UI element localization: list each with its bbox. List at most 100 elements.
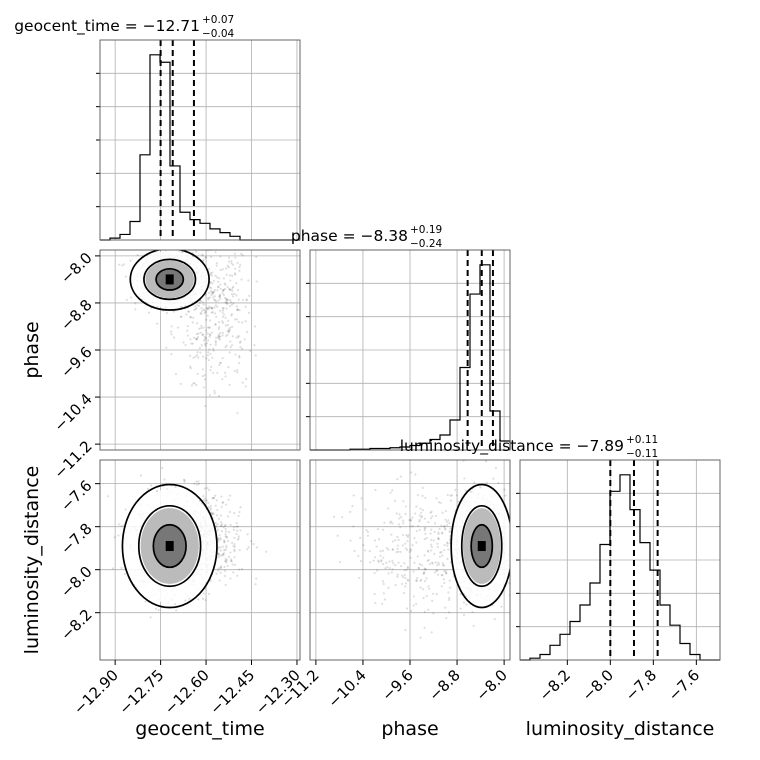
- sample-point: [221, 292, 224, 295]
- sample-point: [229, 523, 232, 526]
- sample-point: [435, 569, 438, 572]
- sample-point: [246, 533, 249, 536]
- sample-point: [210, 286, 213, 290]
- x-tick-label: −8.2: [536, 666, 574, 704]
- sample-point: [413, 537, 416, 540]
- sample-point: [438, 527, 441, 531]
- sample-point: [214, 504, 217, 507]
- sample-point: [226, 333, 229, 336]
- sample-point: [211, 245, 213, 247]
- sample-point: [401, 544, 405, 547]
- sample-point: [410, 609, 413, 613]
- sample-point: [418, 514, 421, 517]
- sample-point: [198, 327, 201, 330]
- sample-point: [223, 549, 226, 552]
- title-lower-error: −0.04: [202, 28, 234, 40]
- sample-point: [212, 349, 215, 352]
- sample-point: [421, 486, 424, 489]
- sample-point: [230, 313, 234, 316]
- sample-point: [440, 524, 443, 527]
- sample-point: [229, 298, 232, 302]
- density-contour: [460, 504, 503, 588]
- sample-point: [431, 599, 434, 602]
- sample-point: [440, 532, 444, 535]
- sample-point: [394, 539, 397, 542]
- sample-point: [124, 275, 127, 278]
- x-tick-label: −8.8: [425, 666, 463, 704]
- sample-point: [238, 269, 241, 272]
- sample-point: [212, 290, 215, 294]
- sample-point: [219, 331, 222, 335]
- sample-point: [215, 315, 218, 318]
- sample-point: [208, 305, 211, 308]
- sample-point: [400, 574, 404, 577]
- sample-point: [202, 308, 205, 311]
- sample-point: [195, 354, 199, 357]
- sample-point: [229, 577, 232, 580]
- sample-point: [368, 549, 371, 553]
- sample-point: [225, 536, 229, 539]
- sample-point: [209, 343, 212, 346]
- sample-point: [217, 335, 220, 338]
- sample-point: [144, 600, 147, 603]
- sample-point: [426, 549, 430, 552]
- sample-point: [366, 531, 369, 534]
- sample-point: [227, 515, 230, 518]
- sample-point: [443, 525, 446, 528]
- sample-point: [165, 346, 168, 349]
- sample-point: [383, 521, 386, 524]
- sample-point: [219, 537, 222, 540]
- sample-point: [200, 326, 203, 330]
- sample-point: [428, 563, 431, 566]
- sample-point: [208, 296, 212, 299]
- sample-point: [219, 524, 222, 527]
- sample-point: [118, 263, 121, 266]
- sample-point: [446, 544, 449, 547]
- sample-point: [209, 507, 212, 510]
- sample-point: [129, 296, 133, 299]
- sample-point: [382, 563, 385, 566]
- y-tick-label: −11.2: [50, 437, 95, 482]
- sample-point: [433, 522, 437, 525]
- sample-point: [402, 591, 405, 595]
- sample-point: [381, 602, 384, 605]
- sample-point: [430, 549, 433, 552]
- sample-point: [349, 539, 352, 542]
- sample-point: [208, 488, 211, 492]
- sample-point: [218, 338, 221, 341]
- sample-point: [190, 384, 194, 387]
- sample-point: [202, 386, 205, 389]
- sample-point: [255, 546, 258, 549]
- sample-point: [207, 297, 210, 300]
- sample-point: [213, 494, 217, 497]
- sample-point: [220, 523, 224, 526]
- sample-point: [206, 326, 209, 329]
- sample-point: [208, 286, 211, 289]
- sample-point: [437, 537, 440, 541]
- sample-point: [497, 481, 500, 485]
- sample-point: [441, 531, 444, 534]
- sample-point: [212, 512, 215, 515]
- sample-point: [233, 252, 236, 255]
- sample-point: [427, 585, 430, 588]
- sample-point: [197, 480, 200, 483]
- sample-point: [399, 550, 402, 554]
- sample-point: [136, 253, 139, 257]
- sample-point: [217, 327, 220, 331]
- sample-point: [412, 604, 415, 607]
- sample-point: [249, 349, 252, 352]
- sample-point: [222, 554, 225, 557]
- sample-point: [341, 516, 344, 519]
- sample-point: [406, 535, 410, 539]
- sample-point: [224, 527, 227, 531]
- sample-point: [214, 343, 217, 346]
- sample-point: [407, 579, 410, 582]
- sample-point: [504, 494, 507, 497]
- sample-point: [237, 298, 240, 301]
- sample-point: [210, 307, 214, 310]
- sample-point: [391, 548, 395, 551]
- sample-point: [419, 507, 422, 510]
- sample-point: [216, 523, 219, 526]
- sample-point: [236, 308, 239, 311]
